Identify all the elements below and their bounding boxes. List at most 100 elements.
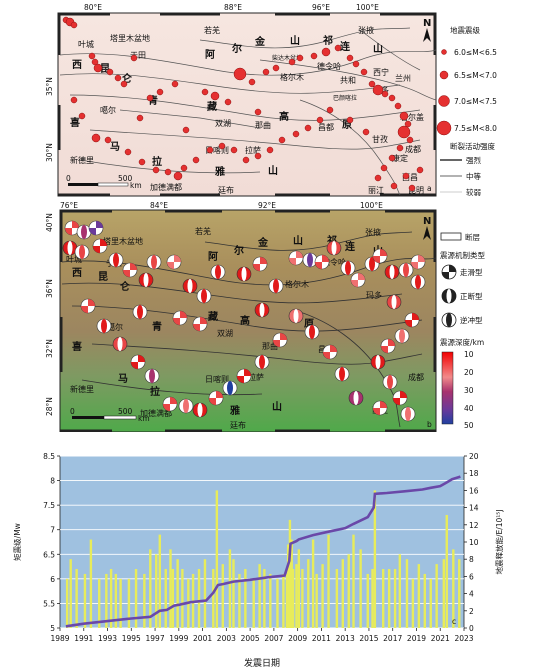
bar-46: [307, 559, 310, 628]
label-er: 尔: [231, 42, 242, 55]
chart-gridlines: [60, 455, 464, 629]
epicenter-31: [388, 94, 396, 102]
svg-text:0: 0: [66, 174, 71, 183]
y-left-tick-6: 8: [50, 477, 55, 486]
x-tick-3: 1995: [122, 634, 141, 643]
epicenter-21: [296, 54, 304, 62]
panel-a-lon-96: 96°E: [312, 3, 330, 12]
panel-a-background: [57, 12, 437, 197]
epicenter-44: [416, 166, 424, 174]
panel-b-lat-36: 36°N: [45, 279, 54, 298]
bar-13: [149, 549, 152, 628]
focal-mechanism-44: [272, 332, 288, 348]
focal-mechanism-13: [192, 316, 208, 332]
epicenter-70: [346, 116, 354, 124]
epicenter-51: [254, 152, 262, 160]
focal-mechanism-9: [146, 254, 162, 270]
bar-54: [352, 534, 355, 628]
b-label-gaer: 噶尔: [107, 322, 123, 332]
panel-b-lat-28: 28°N: [45, 397, 54, 416]
epicenter-62: [124, 148, 132, 156]
svg-text:7.5≤M<8.0: 7.5≤M<8.0: [454, 124, 497, 133]
label-lhasa: 拉萨: [245, 145, 261, 155]
bar-70: [445, 514, 448, 628]
label-gaer: 噶尔: [100, 105, 116, 115]
epicenter-59: [164, 168, 172, 176]
bar-68: [435, 564, 438, 628]
y-right-tick-10: 20: [469, 452, 479, 461]
label-ganzi: 甘孜: [372, 134, 388, 144]
bar-58: [373, 490, 377, 628]
label-lanzhou: 兰州: [395, 73, 411, 83]
bar-17: [169, 549, 172, 628]
bar-18: [171, 569, 175, 628]
legend-mech-title: 震源机制类型: [440, 250, 485, 260]
panel-a-legend: 地震震级 6.0≤M<6.5 6.5≤M<7.0 7.0≤M<7.5 7.5≤M…: [436, 25, 497, 197]
b-label-lhasa: 拉萨: [248, 372, 264, 382]
focal-mechanism-31: [404, 312, 420, 328]
b-label-delingha: 德令哈: [322, 257, 346, 267]
bar-32: [252, 578, 255, 628]
panel-a-lat-35: 35°N: [45, 77, 54, 96]
b-label-xi2: 喜: [72, 340, 82, 353]
label-kun: 昆: [100, 63, 110, 75]
focal-mechanism-27: [398, 262, 414, 278]
y-right-tick-9: 18: [469, 469, 479, 478]
epicenter-8: [120, 80, 128, 88]
bar-52: [341, 559, 344, 628]
y-left-tick-5: 7.5: [43, 501, 55, 510]
epicenter-14: [210, 91, 220, 101]
panel-a-epicenters: [62, 16, 424, 192]
chart-y-left-ticks: 5 5.5 6 6.5 7 7.5 8 8.5: [43, 452, 60, 633]
epicenter-16: [233, 67, 247, 81]
panel-b-lat-32: 32°N: [45, 339, 54, 358]
legend-fault: 断层: [465, 232, 480, 242]
epicenter-36: [406, 136, 414, 144]
epicenter-13: [201, 88, 209, 96]
b-label-kathmandu: 加德满都: [140, 408, 172, 418]
focal-mechanism-28: [410, 254, 426, 270]
x-tick-14: 2017: [383, 634, 402, 643]
bar-12: [143, 573, 146, 628]
bar-59: [382, 569, 385, 628]
focal-mechanism-36: [392, 390, 408, 406]
svg-text:较弱: 较弱: [466, 187, 481, 197]
epicenter-22: [310, 52, 318, 60]
focal-mechanism-40: [334, 366, 350, 382]
bar-29: [232, 559, 235, 628]
label-zang: 藏: [207, 100, 217, 113]
focal-mechanism-48: [208, 390, 224, 406]
chart-y-right-ticks: 0 2 4 6 8 10 12 14 16 18 20: [464, 452, 479, 633]
epicenter-27: [360, 68, 368, 76]
focal-mechanism-57: [132, 304, 148, 320]
label-lijiang: 丽江: [368, 186, 384, 195]
focal-mechanism-53: [130, 354, 146, 370]
x-tick-0: 1989: [50, 634, 69, 643]
chart-y-right-label: 地震释放能/E/10¹⁵J: [494, 509, 504, 574]
epicenter-39: [380, 164, 388, 172]
y-right-tick-1: 2: [469, 607, 474, 616]
focal-mechanism-14: [210, 264, 226, 280]
focal-mechanism-18: [288, 250, 304, 266]
bar-49: [321, 564, 324, 628]
focal-mechanism-26: [384, 264, 400, 280]
label-qing: 青: [148, 94, 158, 107]
panel-b-lon-76: 76°E: [60, 202, 78, 210]
svg-text:7.0≤M<7.5: 7.0≤M<7.5: [454, 97, 497, 106]
focal-mechanism-17: [268, 278, 284, 294]
epicenter-57: [180, 164, 188, 172]
epicenter-71: [362, 128, 370, 136]
epicenter-5: [93, 63, 103, 73]
bar-8: [114, 573, 118, 628]
label-jin: 金: [254, 35, 266, 48]
epicenter-68: [182, 126, 190, 134]
bar-48: [315, 573, 318, 628]
focal-mechanism-8: [138, 272, 154, 288]
bar-19: [176, 559, 179, 628]
label-changdu: 昌都: [318, 123, 334, 132]
panel-b-background: [59, 209, 437, 432]
x-tick-10: 2009: [288, 634, 307, 643]
focal-mechanism-10: [166, 254, 182, 270]
focal-mechanism-33: [380, 338, 396, 354]
label-kathmandu: 加德满都: [150, 182, 182, 192]
